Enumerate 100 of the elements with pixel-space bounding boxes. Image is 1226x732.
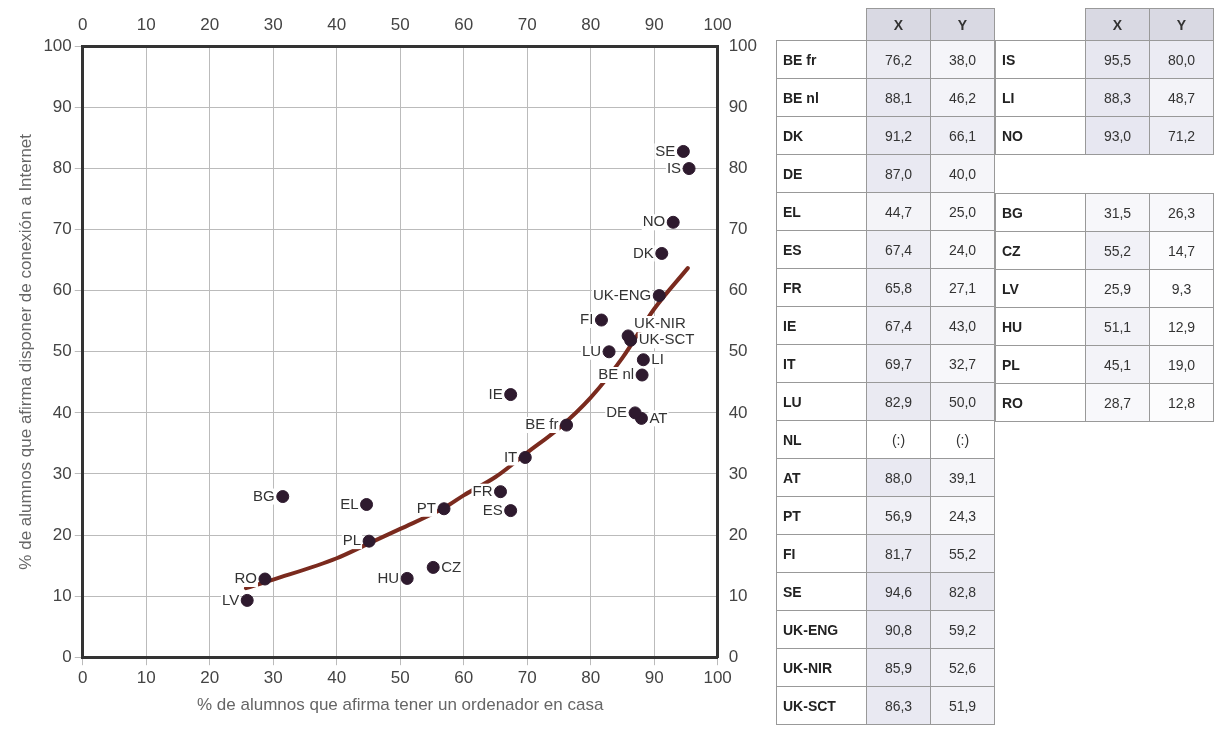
data-label: 32,7 bbox=[930, 344, 995, 383]
text: (:) bbox=[955, 431, 970, 448]
y-tick-label: DK bbox=[776, 116, 867, 155]
series-label: AT bbox=[649, 408, 668, 426]
series-label: BG bbox=[253, 486, 275, 504]
data-label: 55,2 bbox=[1085, 231, 1150, 270]
point bbox=[400, 571, 414, 585]
data-label: 12,9 bbox=[1149, 307, 1214, 346]
y-tick-label: FI bbox=[776, 534, 867, 573]
data-label: 69,7 bbox=[866, 344, 931, 383]
series-label: DE bbox=[606, 403, 628, 421]
series-label: UK-NIR bbox=[634, 314, 686, 332]
data-label: 28,7 bbox=[1085, 383, 1150, 422]
series-label: DK bbox=[632, 243, 654, 261]
data-label: 85,9 bbox=[866, 648, 931, 687]
x-tick-label: 60 bbox=[454, 668, 474, 688]
y2-tick-label: 40 bbox=[728, 402, 748, 422]
y-tick-label: ES bbox=[776, 230, 867, 269]
data-label: 24,0 bbox=[930, 230, 995, 269]
data-label: 66,1 bbox=[930, 116, 995, 155]
point bbox=[276, 490, 290, 504]
point bbox=[560, 418, 574, 432]
series-label: FI bbox=[580, 310, 594, 328]
point bbox=[636, 353, 650, 367]
data-label: 67,4 bbox=[866, 230, 931, 269]
data-label: 81,7 bbox=[866, 534, 931, 573]
data-label: 50,0 bbox=[930, 382, 995, 421]
series-label: EL bbox=[340, 494, 359, 512]
data-label: 31,5 bbox=[1085, 193, 1150, 232]
point bbox=[240, 593, 254, 607]
y-tick-label: 100 bbox=[43, 36, 72, 56]
point bbox=[360, 498, 374, 511]
data-label: 87,0 bbox=[866, 154, 931, 193]
point bbox=[602, 345, 616, 359]
y2-tick-label: 50 bbox=[728, 341, 748, 361]
y-tick-label: 0 bbox=[62, 646, 72, 666]
data-label: 12,8 bbox=[1149, 383, 1214, 422]
point bbox=[676, 144, 690, 158]
x-tick-label: 100 bbox=[703, 668, 732, 688]
y2-tick-label: 90 bbox=[728, 97, 748, 117]
data-label: 82,8 bbox=[930, 572, 995, 611]
point bbox=[437, 502, 451, 516]
x-tick-label: 40 bbox=[327, 668, 347, 688]
y-tick-label: UK-NIR bbox=[776, 648, 867, 687]
series-label: PT bbox=[416, 498, 437, 516]
point bbox=[635, 368, 649, 382]
y-tick-label: LI bbox=[995, 78, 1086, 117]
y2-tick-label: 60 bbox=[728, 280, 748, 300]
y-tick-label: NO bbox=[995, 116, 1086, 155]
y-tick-label: 10 bbox=[52, 585, 72, 605]
series-label: NO bbox=[642, 212, 666, 230]
point bbox=[494, 485, 508, 499]
series-label: UK-SCT bbox=[638, 330, 695, 348]
data-label: 51,9 bbox=[930, 686, 995, 725]
y-tick-label: LV bbox=[995, 269, 1086, 308]
x-tick-label: 20 bbox=[200, 668, 220, 688]
series-label: IS bbox=[666, 158, 682, 176]
y-tick-label: 30 bbox=[52, 463, 72, 483]
data-label: 91,2 bbox=[866, 116, 931, 155]
point bbox=[426, 560, 440, 574]
data-label: 71,2 bbox=[1149, 116, 1214, 155]
series-label: BE nl bbox=[598, 365, 635, 383]
y-tick-label: IT bbox=[776, 344, 867, 383]
series-label: RO bbox=[234, 569, 257, 587]
series-label: IE bbox=[488, 384, 503, 402]
series-label: ES bbox=[482, 500, 503, 518]
data-label: 38,0 bbox=[930, 40, 995, 79]
point bbox=[518, 450, 532, 464]
y-tick-label: DE bbox=[776, 154, 867, 193]
data-label: 94,6 bbox=[866, 572, 931, 611]
y-tick-label: LU bbox=[776, 382, 867, 421]
point bbox=[504, 504, 518, 518]
data-label: 44,7 bbox=[866, 192, 931, 231]
data-label: 25,0 bbox=[930, 192, 995, 231]
data-label: 40,0 bbox=[930, 154, 995, 193]
x-tick-label: Y bbox=[1149, 8, 1214, 41]
y-tick-label: PL bbox=[995, 345, 1086, 384]
y-tick-label: 20 bbox=[52, 524, 72, 544]
y-tick-label: BG bbox=[995, 193, 1086, 232]
x-tick-label: 70 bbox=[517, 668, 537, 688]
data-label: 9,3 bbox=[1149, 269, 1214, 308]
point bbox=[666, 215, 680, 229]
series-label: LU bbox=[581, 341, 602, 359]
data-label: 27,1 bbox=[930, 268, 995, 307]
data-label: 48,7 bbox=[1149, 78, 1214, 117]
data-label: 46,2 bbox=[930, 78, 995, 117]
y-tick-label: CZ bbox=[995, 231, 1086, 270]
data-label: 43,0 bbox=[930, 306, 995, 345]
data-label: 90,8 bbox=[866, 610, 931, 649]
y-tick-label: BE fr bbox=[776, 40, 867, 79]
x-tick-label: 90 bbox=[644, 668, 664, 688]
x-tick-label: 30 bbox=[263, 668, 283, 688]
x-tick-label: 80 bbox=[581, 668, 601, 688]
y-tick-label: 50 bbox=[52, 341, 72, 361]
y-tick-label: BE nl bbox=[776, 78, 867, 117]
x-tick-label: 0 bbox=[78, 668, 88, 688]
data-label: 82,9 bbox=[866, 382, 931, 421]
text: (:) bbox=[891, 431, 906, 448]
data-label: 26,3 bbox=[1149, 193, 1214, 232]
y-tick-label: 70 bbox=[52, 219, 72, 239]
